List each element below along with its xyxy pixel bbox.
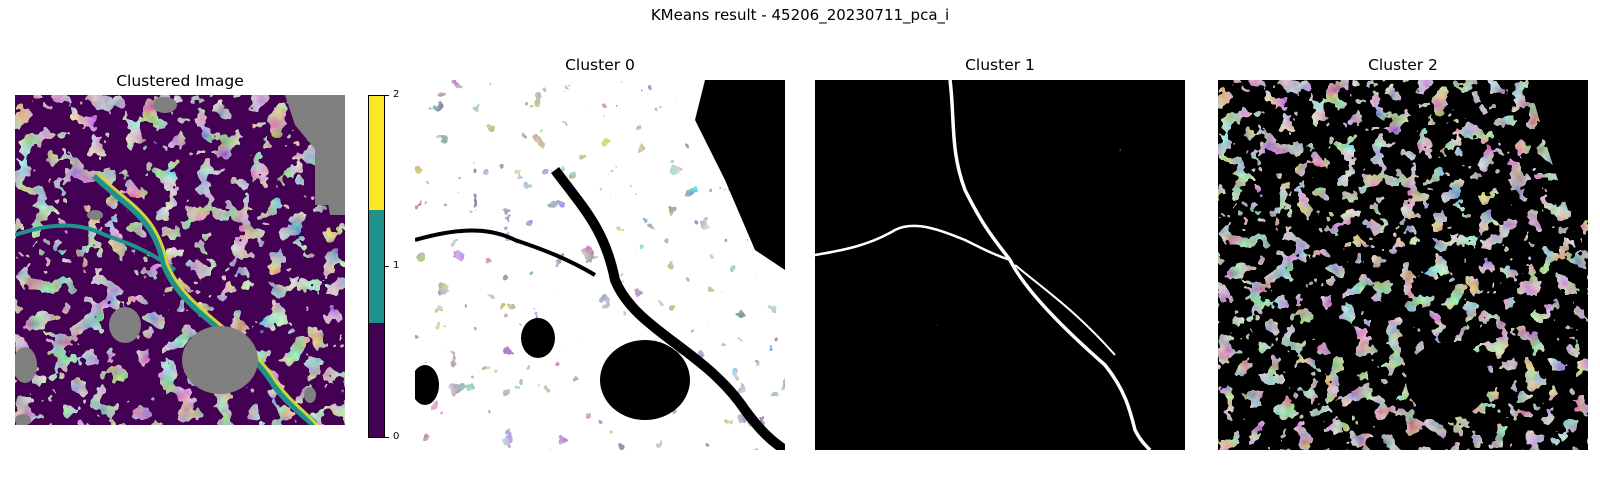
cluster-1-river	[948, 80, 1152, 450]
masked-lake-large	[182, 326, 258, 394]
cluster-1-member-texture	[815, 80, 1185, 450]
cluster-0-river-gap	[551, 166, 785, 450]
river-band-fine	[15, 223, 177, 272]
cluster-0-left-gap	[415, 365, 439, 405]
cluster-0-title: Cluster 0	[565, 56, 635, 74]
cluster-2-lake-gap	[1406, 342, 1490, 418]
masked-left-patch	[15, 347, 37, 383]
clustered-image-heatmap	[15, 95, 345, 425]
colorbar-tick-label-1: 1	[393, 260, 400, 271]
cluster-0-river-gap-left	[415, 228, 597, 277]
cluster-0-mask	[415, 80, 785, 450]
cluster-0-lake-gap	[600, 340, 690, 420]
masked-top-patch	[153, 97, 177, 113]
cluster-2-title: Cluster 2	[1368, 56, 1438, 74]
colorbar-tick-2	[385, 95, 389, 96]
colorbar-segment-2	[369, 96, 384, 210]
cluster-1-title: Cluster 1	[965, 56, 1035, 74]
masked-blob-b	[304, 387, 316, 403]
cluster-2-top-right-gap	[1528, 80, 1588, 220]
colorbar-segment-0	[369, 323, 384, 437]
colorbar-tick-1	[385, 266, 389, 267]
colorbar-tick-label-2: 2	[393, 89, 400, 100]
masked-top-right-edge	[285, 95, 345, 215]
river-edge	[95, 171, 319, 425]
clustered-image-title: Clustered Image	[116, 72, 244, 90]
colorbar-segment-1	[369, 209, 384, 324]
cluster1-texture	[15, 95, 345, 425]
cluster-1-river-west	[815, 224, 1011, 262]
colorbar-tick-label-0: 0	[393, 431, 400, 442]
cluster-2-lake-gap-small	[1325, 319, 1357, 357]
cluster-0-top-right-gap	[695, 80, 785, 270]
masked-lake-small	[109, 307, 141, 343]
cluster-2-mask	[1218, 80, 1588, 450]
cluster-1-mask	[815, 80, 1185, 450]
cluster-0-lake-gap-small	[521, 318, 555, 358]
colorbar	[368, 95, 385, 438]
river-band	[92, 172, 318, 425]
cluster-2-member-texture	[1218, 80, 1588, 450]
colorbar-tick-0	[385, 437, 389, 438]
figure-suptitle: KMeans result - 45206_20230711_pca_i	[650, 6, 950, 24]
cluster-1-river-branch	[1014, 264, 1116, 356]
masked-blob-a	[87, 210, 103, 220]
masked-bottom-left	[15, 414, 31, 425]
